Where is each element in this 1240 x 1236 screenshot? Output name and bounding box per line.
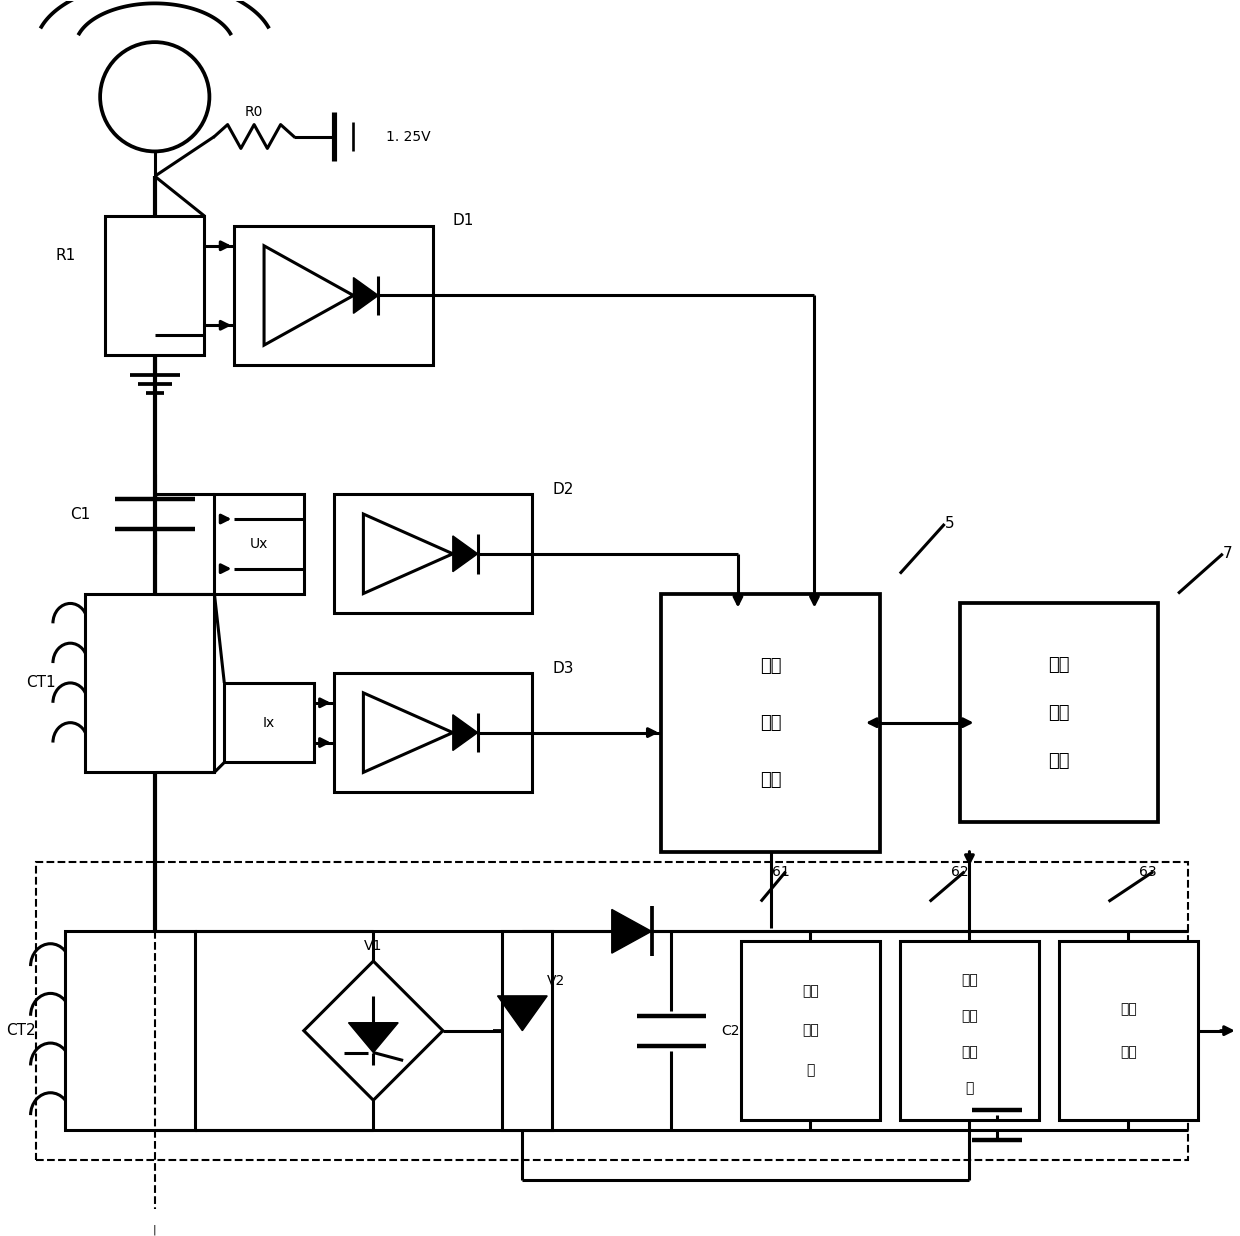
Text: D3: D3 — [552, 660, 574, 676]
Text: 63: 63 — [1140, 865, 1157, 879]
Text: 器: 器 — [806, 1063, 815, 1077]
Text: 无线: 无线 — [1048, 655, 1070, 674]
Text: D1: D1 — [453, 214, 474, 229]
Bar — [960, 603, 1158, 822]
Bar — [234, 226, 433, 365]
Bar — [215, 494, 304, 593]
Bar — [334, 672, 532, 792]
Text: CT2: CT2 — [6, 1023, 36, 1038]
Polygon shape — [497, 996, 547, 1031]
Text: 充放: 充放 — [961, 974, 978, 988]
Text: 管理: 管理 — [760, 713, 781, 732]
Text: |: | — [153, 1224, 156, 1235]
Polygon shape — [453, 536, 477, 572]
Text: 制单: 制单 — [961, 1046, 978, 1059]
Polygon shape — [611, 910, 651, 953]
Text: 1. 25V: 1. 25V — [386, 130, 430, 143]
Bar — [1059, 942, 1198, 1120]
Circle shape — [100, 42, 210, 151]
Text: R0: R0 — [246, 105, 263, 119]
Text: 防护: 防护 — [802, 1023, 818, 1038]
Text: Ix: Ix — [263, 716, 275, 729]
Polygon shape — [348, 1022, 398, 1053]
Text: 模块: 模块 — [1048, 751, 1070, 770]
Text: 61: 61 — [771, 865, 790, 879]
Text: Ux: Ux — [250, 536, 268, 551]
Polygon shape — [453, 714, 477, 750]
Bar — [334, 494, 532, 613]
Text: D2: D2 — [552, 482, 574, 497]
Bar — [224, 684, 314, 763]
Text: 7: 7 — [1223, 546, 1233, 561]
Text: C1: C1 — [69, 507, 91, 522]
Bar — [86, 593, 215, 772]
Text: V2: V2 — [547, 974, 565, 988]
Text: 稳压: 稳压 — [1120, 1002, 1137, 1016]
Text: 通信: 通信 — [1048, 703, 1070, 722]
Text: 数据: 数据 — [760, 656, 781, 675]
Text: V1: V1 — [365, 939, 382, 953]
Text: 模块: 模块 — [760, 770, 781, 789]
Text: 5: 5 — [945, 517, 955, 531]
Text: 62: 62 — [951, 865, 968, 879]
Polygon shape — [353, 278, 378, 314]
Text: 单元: 单元 — [1120, 1046, 1137, 1059]
Text: 泄放: 泄放 — [802, 984, 818, 999]
Bar — [900, 942, 1039, 1120]
Text: 元: 元 — [965, 1082, 973, 1095]
Bar — [66, 931, 195, 1130]
Bar — [36, 861, 1188, 1159]
Bar — [661, 593, 880, 852]
Bar — [502, 931, 552, 1130]
Bar — [742, 942, 880, 1120]
Bar — [105, 216, 205, 355]
Text: 电控: 电控 — [961, 1010, 978, 1023]
Text: R1: R1 — [55, 248, 76, 263]
Text: C2: C2 — [722, 1023, 739, 1038]
Text: CT1: CT1 — [26, 675, 56, 691]
